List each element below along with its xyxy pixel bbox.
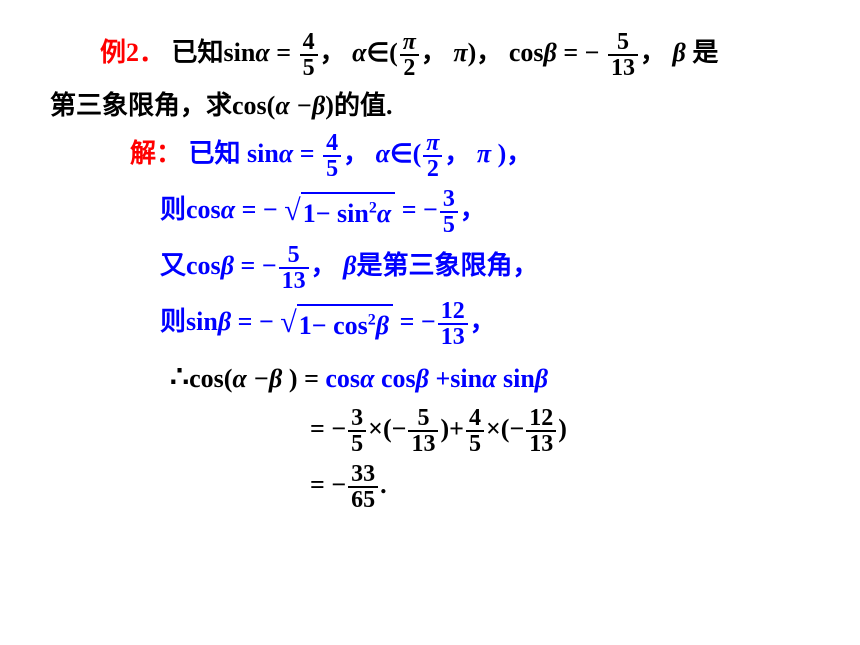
- solution-expand: ∴cos(α −β ) = cosα cosβ +sinα sinβ: [30, 355, 830, 400]
- solution-final: = −3365.: [30, 462, 830, 512]
- solution-label: 解：: [130, 139, 182, 168]
- solution-cos-beta: 又cosβ = −513， β是第三象限角，: [30, 243, 830, 293]
- example-label: 例2．: [100, 38, 165, 67]
- frac-33-65: 3365: [348, 462, 378, 512]
- therefore-symbol: ∴: [170, 361, 189, 394]
- problem-line-2: 第三象限角，求cos(α −β)的值.: [30, 86, 830, 125]
- sqrt-1-sin2: √1− sin2α: [284, 190, 395, 235]
- solution-cos-alpha: 则cosα = − √1− sin2α = −35，: [30, 187, 830, 237]
- frac-pi-2: π2: [400, 30, 419, 80]
- solution-line-1: 解： 已知 sinα = 45， α∈(π2， π )，: [30, 131, 830, 181]
- problem-line-1: 例2． 已知sinα = 45， α∈(π2， π)， cosβ = − 513…: [30, 30, 830, 80]
- given-text: 已知: [172, 38, 224, 67]
- solution-numeric: = −35×(−513)+45×(−1213): [30, 406, 830, 456]
- solution-sin-beta: 则sinβ = − √1− cos2β = −1213，: [30, 299, 830, 349]
- sqrt-1-cos2: √1− cos2β: [280, 302, 393, 347]
- frac-4-5: 45: [300, 30, 318, 80]
- frac-5-13: 513: [608, 30, 638, 80]
- math-slide: 例2． 已知sinα = 45， α∈(π2， π)， cosβ = − 513…: [0, 0, 860, 512]
